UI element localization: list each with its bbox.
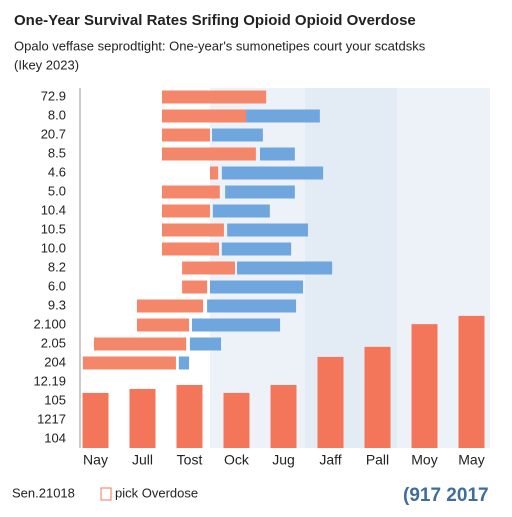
row-label: 10.0 xyxy=(41,240,66,255)
footer-text: (917 2017 xyxy=(403,485,489,506)
range-bar xyxy=(189,337,222,351)
row-label: 204 xyxy=(44,354,66,369)
row-label: 9.3 xyxy=(48,297,66,312)
range-bar xyxy=(227,223,308,237)
row-label: 10.4 xyxy=(41,202,66,217)
bar xyxy=(317,356,344,448)
range-bar xyxy=(221,166,324,180)
row-label: 2.100 xyxy=(33,316,66,331)
range-bar xyxy=(178,356,190,370)
range-bar xyxy=(221,242,292,256)
row-label: 2.05 xyxy=(41,335,66,350)
row-label: 12.19 xyxy=(33,373,66,388)
range-bar xyxy=(207,299,297,313)
x-tick-label: May xyxy=(458,452,484,468)
range-bar xyxy=(209,166,219,180)
bar xyxy=(270,385,297,448)
bar xyxy=(129,388,156,448)
range-bar xyxy=(246,109,320,123)
range-bar xyxy=(209,280,304,294)
range-bar xyxy=(162,128,210,142)
x-tick-label: Jull xyxy=(132,452,153,468)
x-tick-label: Ock xyxy=(224,452,250,468)
bar xyxy=(82,392,109,448)
range-bar xyxy=(162,204,210,218)
x-tick-label: Pall xyxy=(366,452,389,468)
range-bar xyxy=(162,185,220,199)
chart-subtitle: Opalo veffase seprodtight: One-year's su… xyxy=(14,38,426,53)
range-bar xyxy=(237,261,333,275)
chart-title: One-Year Survival Rates Srifing Opioid O… xyxy=(14,12,416,29)
bar xyxy=(458,315,485,448)
chart-subtitle: (Ikey 2023) xyxy=(14,57,79,72)
row-label: 104 xyxy=(44,430,66,445)
range-bar xyxy=(182,261,235,275)
range-bar xyxy=(182,280,208,294)
row-label: 105 xyxy=(44,392,66,407)
row-label: 5.0 xyxy=(48,183,66,198)
range-bar xyxy=(225,185,295,199)
range-bar xyxy=(82,356,176,370)
row-label: 72.9 xyxy=(41,88,66,103)
legend-swatch xyxy=(100,487,112,501)
x-tick-label: Jug xyxy=(272,452,295,468)
range-bar xyxy=(162,90,267,104)
legend-label: pick Overdose xyxy=(115,485,198,500)
range-bar xyxy=(162,147,256,161)
footer-text: Sen.21018 xyxy=(12,485,75,500)
row-label: 4.6 xyxy=(48,164,66,179)
range-bar xyxy=(162,109,247,123)
x-tick-label: Tost xyxy=(177,452,203,468)
row-label: 1217 xyxy=(37,411,66,426)
bar xyxy=(176,385,203,448)
row-label: 20.7 xyxy=(41,126,66,141)
bar xyxy=(411,324,438,448)
bar xyxy=(364,346,391,448)
range-bar xyxy=(212,204,270,218)
range-bar xyxy=(191,318,281,332)
range-bar xyxy=(136,299,203,313)
range-bar xyxy=(136,318,190,332)
row-label: 8.2 xyxy=(48,259,66,274)
range-bar xyxy=(162,223,224,237)
range-bar xyxy=(162,242,219,256)
x-tick-label: Nay xyxy=(83,452,108,468)
x-tick-label: Jaff xyxy=(319,452,341,468)
row-label: 6.0 xyxy=(48,278,66,293)
row-label: 8.0 xyxy=(48,107,66,122)
range-bar xyxy=(212,128,263,142)
row-label: 8.5 xyxy=(48,145,66,160)
range-bar xyxy=(93,337,187,351)
bar xyxy=(223,392,250,448)
range-bar xyxy=(259,147,295,161)
row-label: 10.5 xyxy=(41,221,66,236)
x-tick-label: Moy xyxy=(411,452,437,468)
